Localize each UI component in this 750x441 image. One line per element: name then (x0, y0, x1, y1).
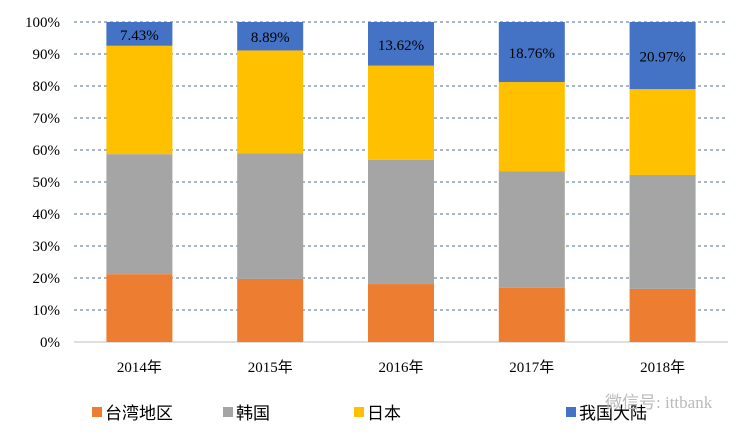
data-label: 13.62% (378, 38, 424, 54)
legend-swatch (566, 407, 576, 417)
y-tick-label: 30% (33, 239, 61, 255)
y-tick-label: 40% (33, 207, 61, 223)
y-tick-label: 100% (25, 15, 60, 31)
y-tick-label: 20% (33, 271, 61, 287)
x-tick-label: 2015年 (248, 359, 293, 376)
bar-segment (629, 22, 696, 90)
bar-segment (368, 284, 434, 342)
y-tick-label: 70% (33, 111, 61, 127)
data-label: 20.97% (639, 50, 685, 66)
y-tick-label: 80% (33, 79, 61, 95)
bar-segment (106, 45, 173, 155)
bar-segment (498, 22, 565, 83)
y-tick-label: 90% (33, 47, 61, 63)
legend-label: 台湾地区 (105, 404, 173, 423)
watermark: 微信号: ittbank (605, 393, 713, 412)
bar-segment (629, 89, 696, 175)
bar-segment (106, 274, 173, 342)
legend-swatch (223, 407, 233, 417)
x-tick-label: 2014年 (117, 359, 162, 376)
bar-segment (237, 153, 304, 279)
bar-segment (498, 82, 565, 172)
x-tick-label: 2016年 (378, 359, 423, 376)
data-label: 18.76% (509, 46, 555, 62)
bar-segment (106, 22, 173, 46)
bar-segment (237, 22, 304, 51)
legend-label: 我国大陆 (579, 404, 647, 423)
legend-swatch (92, 407, 102, 417)
bar-segment (237, 278, 304, 342)
x-tick-label: 2018年 (640, 359, 685, 376)
bar-segment (629, 174, 696, 289)
data-label: 7.43% (120, 28, 159, 44)
legend-swatch (354, 407, 364, 417)
legend-label: 日本 (367, 404, 401, 423)
bar-segment (368, 159, 434, 285)
y-tick-label: 10% (33, 303, 61, 319)
bar-segment (498, 287, 565, 342)
bar-segment (368, 22, 434, 66)
data-label: 8.89% (251, 30, 290, 46)
bar-segment (368, 65, 434, 160)
legend-label: 韩国 (236, 404, 270, 423)
bar-segment (237, 50, 304, 154)
bar-segment (629, 288, 696, 342)
bar-segment (106, 154, 173, 275)
x-tick-label: 2017年 (509, 359, 554, 376)
y-tick-label: 60% (33, 143, 61, 159)
y-tick-label: 50% (33, 175, 61, 191)
bar-segment (498, 171, 565, 288)
y-tick-label: 0% (40, 335, 60, 351)
